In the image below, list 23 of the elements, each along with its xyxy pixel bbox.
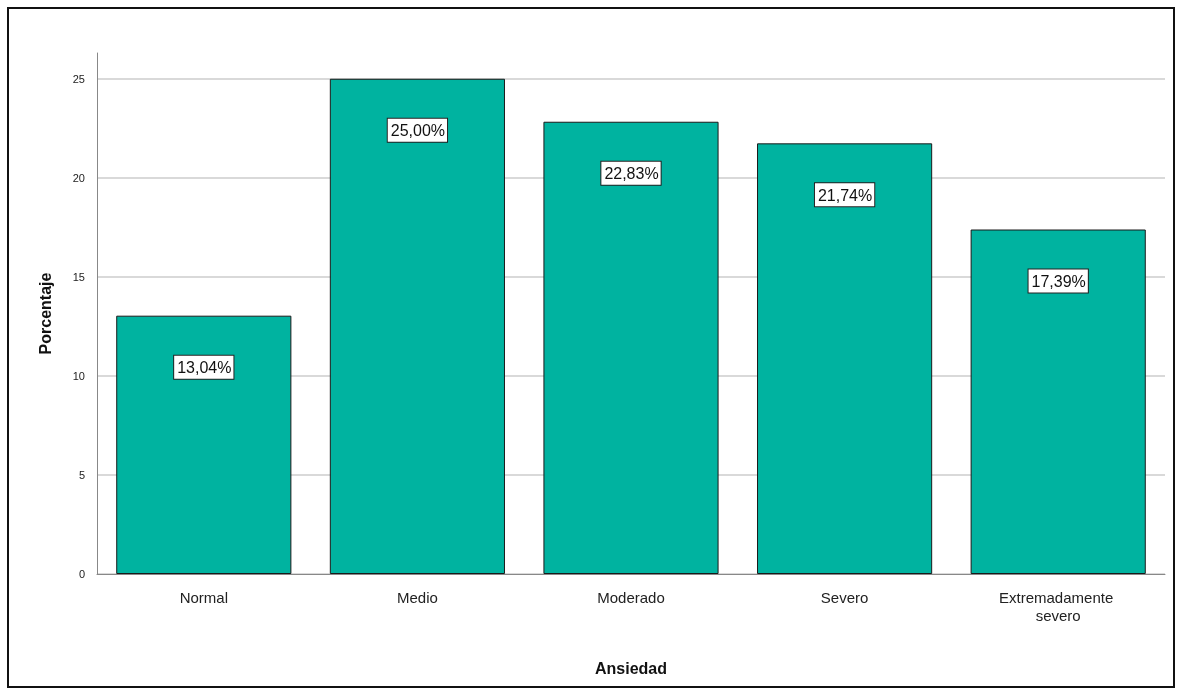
- y-tick-label: 15: [72, 270, 85, 283]
- data-label: 25,00%: [390, 122, 446, 140]
- y-axis-title: Porcentaje: [36, 272, 54, 355]
- data-label: 22,83%: [604, 165, 659, 183]
- x-axis-title: Ansiedad: [594, 659, 668, 677]
- x-tick-label: Normal: [179, 588, 228, 606]
- bar: [543, 121, 719, 574]
- y-tick-label: 25: [72, 72, 85, 85]
- x-tick-label: Moderado: [597, 588, 665, 606]
- y-tick-label: 20: [72, 171, 85, 184]
- x-tick-label: Extremadamente severo: [999, 588, 1118, 624]
- y-tick-label: 5: [78, 468, 85, 481]
- data-label: 21,74%: [817, 186, 873, 204]
- y-tick-label: 10: [72, 369, 85, 382]
- bar: [757, 143, 933, 574]
- bar: [970, 229, 1146, 574]
- y-tick-label: 0: [78, 568, 85, 580]
- data-label: 17,39%: [1031, 273, 1086, 291]
- bar: [116, 315, 292, 574]
- x-tick-label: Medio: [396, 588, 438, 606]
- data-label: 13,04%: [177, 359, 232, 377]
- bar: [329, 78, 505, 574]
- x-tick-label: Severo: [820, 588, 869, 606]
